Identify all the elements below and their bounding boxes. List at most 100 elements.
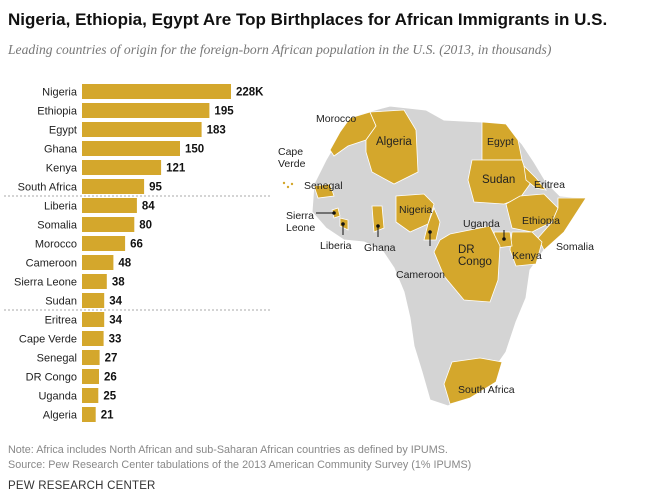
country-egypt — [481, 121, 523, 161]
country-ghana — [371, 205, 385, 233]
bar — [82, 179, 145, 194]
bar — [82, 160, 162, 175]
bar — [82, 388, 99, 403]
value-label: 26 — [104, 372, 117, 384]
callout-dot-ghana — [376, 224, 380, 228]
category-label: Morocco — [35, 239, 77, 251]
map-label-south-africa: South Africa — [458, 384, 515, 396]
callout-dot-cameroon — [428, 230, 432, 234]
footnote: Note: Africa includes North African and … — [8, 444, 448, 456]
map-label-eritrea: Eritrea — [534, 179, 565, 191]
value-label: 150 — [185, 144, 204, 156]
bar — [82, 217, 135, 232]
country-south-africa — [443, 357, 503, 405]
value-label: 34 — [109, 315, 122, 327]
value-label: 48 — [118, 258, 131, 270]
category-label: Algeria — [43, 410, 78, 422]
category-label: Liberia — [44, 201, 78, 213]
map-label-algeria: Algeria — [376, 136, 412, 148]
map-label-sudan: Sudan — [482, 174, 515, 186]
country-senegal — [313, 183, 335, 199]
map-label-cameroon: Cameroon — [396, 269, 445, 281]
country-algeria — [365, 109, 419, 185]
category-label: Uganda — [38, 391, 77, 403]
map-label-kenya: Kenya — [512, 250, 542, 262]
category-label: Egypt — [49, 125, 77, 137]
africa-map: Morocco Algeria Egypt Sudan Eritrea Ethi… — [278, 105, 594, 407]
map-label-senegal: Senegal — [304, 180, 343, 192]
bar — [82, 274, 107, 289]
value-label: 195 — [214, 106, 234, 118]
bar — [82, 122, 202, 137]
map-label-nigeria: Nigeria — [399, 204, 432, 216]
callout-dot-liberia — [341, 222, 345, 226]
value-label: 84 — [142, 201, 155, 213]
value-label: 228K — [236, 87, 264, 99]
category-label: Ghana — [44, 144, 78, 156]
value-label: 121 — [166, 163, 186, 175]
value-label: 25 — [103, 391, 116, 403]
chart-subtitle: Leading countries of origin for the fore… — [8, 42, 552, 57]
map-labels: Morocco Algeria Egypt Sudan Eritrea Ethi… — [278, 113, 594, 396]
value-label: 21 — [101, 410, 114, 422]
category-label: Eritrea — [45, 315, 78, 327]
country-cameroon — [423, 206, 441, 241]
value-label: 66 — [130, 239, 143, 251]
bar — [82, 312, 105, 327]
bar-chart: Nigeria 228K Ethiopia 195 Egypt 183 Ghana 150 Ke… — [4, 84, 270, 422]
map-label-dr-congo: DR Congo — [458, 244, 492, 268]
value-label: 34 — [109, 296, 122, 308]
bar — [82, 407, 96, 422]
category-label: Cape Verde — [19, 334, 77, 346]
country-sierra-leone — [331, 207, 341, 219]
source-note: Source: Pew Research Center tabulations … — [8, 459, 472, 471]
category-label: Ethiopia — [37, 106, 78, 118]
category-label: Kenya — [46, 163, 78, 175]
callout-dot-uganda — [502, 237, 506, 241]
bar — [82, 198, 137, 213]
value-label: 38 — [112, 277, 125, 289]
category-label: Sierra Leone — [14, 277, 77, 289]
category-label: Sudan — [45, 296, 77, 308]
map-label-liberia: Liberia — [320, 240, 352, 252]
bar — [82, 293, 105, 308]
map-label-uganda: Uganda — [463, 218, 500, 230]
country-kenya — [509, 231, 543, 267]
map-highlighted-countries — [281, 109, 587, 405]
category-label: Somalia — [37, 220, 78, 232]
chart-title: Nigeria, Ethiopia, Egypt Are Top Birthpl… — [8, 10, 608, 29]
map-callout-dots — [332, 211, 506, 241]
country-dr-congo — [433, 225, 501, 303]
map-label-cape-verde: Cape Verde — [278, 146, 306, 170]
value-label: 33 — [109, 334, 122, 346]
bar — [82, 369, 99, 384]
value-label: 95 — [149, 182, 162, 194]
bar — [82, 331, 104, 346]
category-label: Nigeria — [42, 87, 78, 99]
country-eritrea — [523, 164, 548, 191]
category-label: Senegal — [37, 353, 77, 365]
map-label-sierra-leone: Sierra Leone — [286, 210, 315, 234]
map-label-egypt: Egypt — [487, 136, 514, 148]
country-cape-verde-dot-2 — [285, 185, 290, 190]
category-label: Cameroon — [26, 258, 77, 270]
category-label: South Africa — [18, 182, 78, 194]
bar — [82, 141, 180, 156]
bar — [82, 103, 210, 118]
value-label: 80 — [139, 220, 152, 232]
value-label: 27 — [105, 353, 118, 365]
map-label-ghana: Ghana — [364, 242, 396, 254]
value-label: 183 — [207, 125, 226, 137]
country-cape-verde-dot-3 — [289, 182, 294, 187]
map-label-somalia: Somalia — [556, 241, 594, 253]
bar — [82, 84, 231, 99]
map-label-ethiopia: Ethiopia — [522, 215, 560, 227]
callout-dot-sierra-leone — [332, 211, 336, 215]
brand-label: PEW RESEARCH CENTER — [8, 480, 156, 492]
map-label-morocco: Morocco — [316, 113, 356, 125]
category-label: DR Congo — [26, 372, 77, 384]
bar — [82, 236, 126, 251]
country-cape-verde-dot-1 — [281, 181, 286, 186]
bar — [82, 350, 100, 365]
bar — [82, 255, 114, 270]
